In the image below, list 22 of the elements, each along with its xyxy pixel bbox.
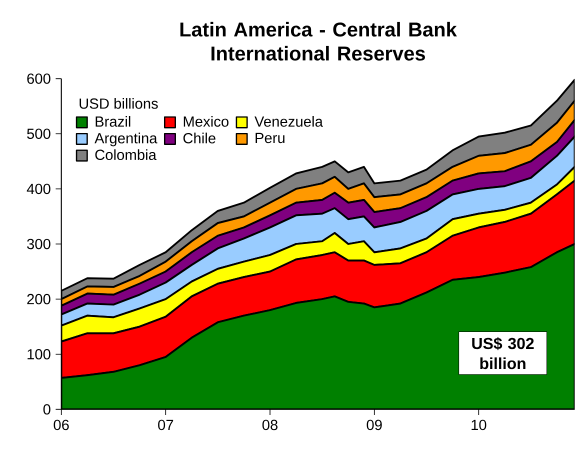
y-tick-label: 100 [28,349,50,360]
x-tick-label: 06 [54,420,69,430]
legend-label: Peru [256,133,284,144]
legend-label: Chile [183,132,216,144]
legend-label: Mexico [184,116,228,127]
y-tick-label: 0 [43,404,50,415]
x-tick-label: 10 [472,420,486,430]
x-tick-label: 09 [366,420,382,430]
chart-title: Latin America - Central Bank International Reserves [180,22,457,61]
x-tick-label: 07 [158,420,174,430]
y-tick-label: 500 [27,128,50,140]
y-tick-label: 400 [26,184,50,194]
legend-title: USD billions [80,98,158,109]
y-tick-label: 200 [27,294,50,304]
y-tick-label: 300 [27,238,50,250]
legend-label: Venezuela [254,116,323,127]
annotation: US$ 302 billion [472,337,534,370]
legend-label: Colombia [95,149,156,160]
y-tick-label: 600 [27,74,50,84]
x-tick-label: 08 [262,420,278,430]
legend-label: Brazil [96,116,130,127]
legend-label: Argentina [94,132,158,146]
